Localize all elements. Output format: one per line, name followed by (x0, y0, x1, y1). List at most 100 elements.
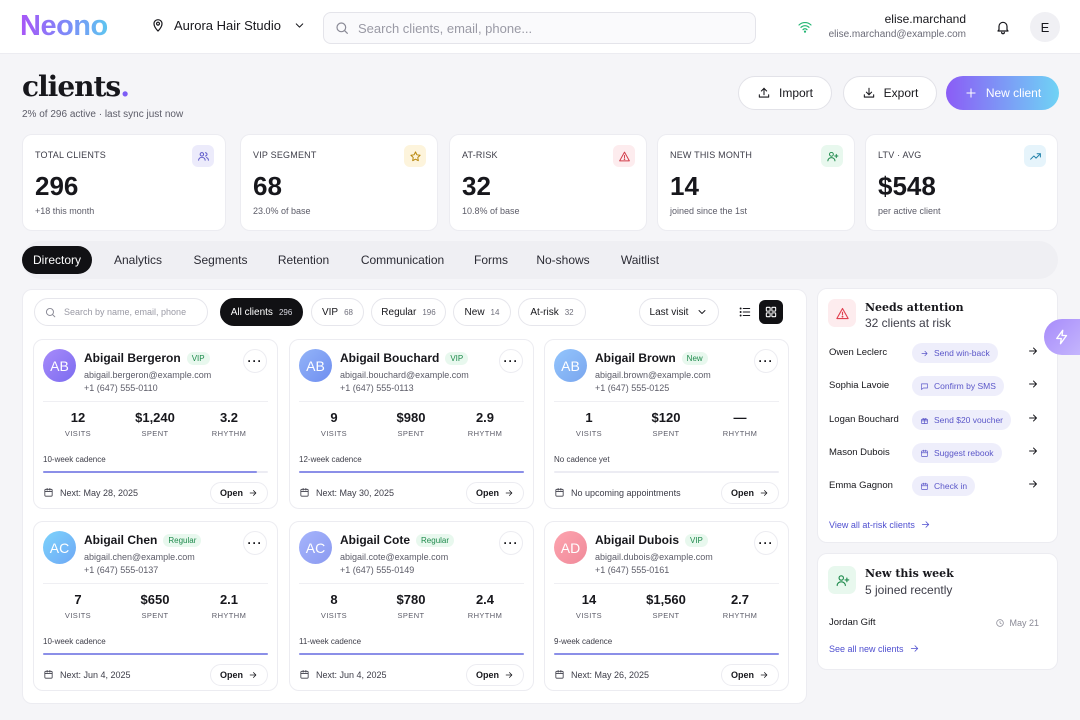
more-options-button[interactable]: ··· (243, 531, 267, 555)
client-name[interactable]: Abigail Brown (595, 351, 676, 365)
open-client-button[interactable]: Open (721, 482, 779, 504)
tab-analytics[interactable]: Analytics (113, 253, 163, 267)
stat-card[interactable]: VIP SEGMENT 68 23.0% of base (240, 134, 438, 231)
arrow-right-icon (921, 350, 928, 356)
open-client-button[interactable]: Open (466, 482, 524, 504)
message-icon (921, 383, 928, 390)
filter-chip[interactable]: At-risk 32 (518, 298, 586, 326)
global-search-input[interactable] (358, 20, 738, 36)
filter-chip-count: 296 (278, 307, 293, 317)
studio-selector[interactable]: Aurora Hair Studio (150, 17, 306, 33)
client-search-input[interactable] (64, 307, 204, 317)
import-button[interactable]: Import (738, 76, 832, 110)
tab-forms[interactable]: Forms (474, 253, 508, 267)
tab-segments[interactable]: Segments (193, 253, 248, 267)
open-at-risk-client[interactable] (1027, 445, 1039, 457)
tab-directory[interactable]: Directory (22, 246, 92, 274)
view-all-at-risk-link[interactable]: View all at-risk clients (829, 519, 931, 530)
download-icon (863, 87, 874, 98)
rhythm-metric: 2.9 RHYTHM (450, 410, 520, 438)
new-client-button[interactable]: New client (946, 76, 1059, 110)
trend-up-icon (1029, 152, 1041, 160)
visits-metric: 12 VISITS (43, 410, 113, 438)
at-risk-client-name[interactable]: Emma Gagnon (829, 480, 893, 491)
client-card[interactable]: AD Abigail Dubois VIP abigail.dubois@exampl… (544, 521, 789, 691)
filter-chip-count: 32 (564, 307, 574, 317)
more-options-button[interactable]: ··· (499, 349, 523, 373)
star-icon (409, 150, 421, 161)
export-button[interactable]: Export (843, 76, 937, 110)
filter-chip-label: Regular (381, 306, 417, 318)
open-client-button[interactable]: Open (721, 664, 779, 686)
sort-dropdown[interactable]: Last visit (639, 298, 719, 326)
client-name[interactable]: Abigail Chen (84, 533, 158, 547)
at-risk-client-name[interactable]: Owen Leclerc (829, 347, 888, 358)
stat-card[interactable]: NEW THIS MONTH 14 joined since the 1st (657, 134, 855, 231)
open-client-button[interactable]: Open (210, 664, 268, 686)
client-card[interactable]: AB Abigail Bergeron VIP abigail.bergeron@ex… (33, 339, 278, 509)
at-risk-client-name[interactable]: Sophia Lavoie (829, 380, 890, 391)
at-risk-action-label: Send $20 voucher (934, 415, 1003, 425)
list-view-button[interactable] (733, 300, 757, 324)
at-risk-client-name[interactable]: Mason Dubois (829, 447, 890, 458)
user-avatar[interactable]: E (1030, 12, 1060, 42)
open-at-risk-client[interactable] (1027, 478, 1039, 490)
filter-chip[interactable]: New 14 (453, 298, 511, 326)
filter-chip[interactable]: VIP 68 (311, 298, 364, 326)
at-risk-action-button[interactable]: Send $20 voucher (912, 410, 1011, 430)
tab-no-shows[interactable]: No-shows (536, 253, 590, 267)
search-icon (45, 307, 56, 317)
stat-card[interactable]: LTV · AVG $548 per active client (865, 134, 1058, 231)
next-appointment-text: Next: May 26, 2025 (571, 669, 650, 680)
client-name[interactable]: Abigail Cote (340, 533, 411, 547)
open-at-risk-client[interactable] (1027, 412, 1039, 424)
client-name[interactable]: Abigail Bergeron (84, 351, 181, 365)
rhythm-value: 2.7 (730, 592, 750, 607)
tab-communication[interactable]: Communication (360, 253, 445, 267)
stat-subtext: joined since the 1st (670, 206, 748, 216)
more-options-button[interactable]: ··· (243, 349, 267, 373)
next-appointment: Next: Jun 4, 2025 (43, 669, 131, 680)
alert-icon (618, 151, 630, 161)
at-risk-action-button[interactable]: Send win-back (912, 343, 998, 363)
cadence-progress-bar (299, 653, 524, 655)
new-client-name[interactable]: Jordan Gift (829, 617, 876, 628)
user-info[interactable]: elise.marchand elise.marchand@example.co… (820, 12, 966, 40)
client-tag-badge: Regular (163, 533, 202, 547)
client-card[interactable]: AC Abigail Cote Regular abigail.cote@exampl… (289, 521, 534, 691)
filter-chip[interactable]: All clients 296 (220, 298, 303, 326)
tab-waitlist[interactable]: Waitlist (620, 253, 660, 267)
more-options-button[interactable]: ··· (754, 349, 778, 373)
bell-icon[interactable] (995, 19, 1011, 35)
app-logo[interactable]: Neono (20, 10, 108, 42)
client-name[interactable]: Abigail Bouchard (340, 351, 440, 365)
at-risk-action-button[interactable]: Confirm by SMS (912, 376, 1004, 396)
client-card[interactable]: AB Abigail Bouchard VIP abigail.bouchard@ex… (289, 339, 534, 509)
grid-view-button[interactable] (759, 300, 783, 324)
stat-card[interactable]: TOTAL CLIENTS 296 +18 this month (22, 134, 226, 231)
open-client-button[interactable]: Open (210, 482, 268, 504)
at-risk-client-name[interactable]: Logan Bouchard (829, 414, 899, 425)
see-all-new-clients-link[interactable]: See all new clients (829, 643, 920, 654)
at-risk-action-button[interactable]: Check in (912, 476, 976, 496)
at-risk-action-button[interactable]: Suggest rebook (912, 443, 1002, 463)
filter-chip[interactable]: Regular 196 (371, 298, 446, 326)
client-avatar: AC (43, 531, 76, 564)
client-tag-badge: VIP (685, 533, 708, 547)
global-search[interactable] (323, 12, 756, 44)
client-name[interactable]: Abigail Dubois (595, 533, 679, 547)
client-card[interactable]: AC Abigail Chen Regular abigail.chen@exampl… (33, 521, 278, 691)
open-client-button[interactable]: Open (466, 664, 524, 686)
open-at-risk-client[interactable] (1027, 378, 1039, 390)
client-search[interactable] (34, 298, 208, 326)
open-at-risk-client[interactable] (1027, 345, 1039, 357)
spent-label: SPENT (652, 611, 680, 620)
cadence-progress-fill (554, 653, 779, 655)
more-options-button[interactable]: ··· (499, 531, 523, 555)
client-card[interactable]: AB Abigail Brown New abigail.brown@example.… (544, 339, 789, 509)
more-options-button[interactable]: ··· (754, 531, 778, 555)
tab-retention[interactable]: Retention (277, 253, 330, 267)
quick-actions-button[interactable] (1044, 319, 1080, 355)
spent-label: SPENT (652, 429, 680, 438)
stat-card[interactable]: AT-RISK 32 10.8% of base (449, 134, 647, 231)
